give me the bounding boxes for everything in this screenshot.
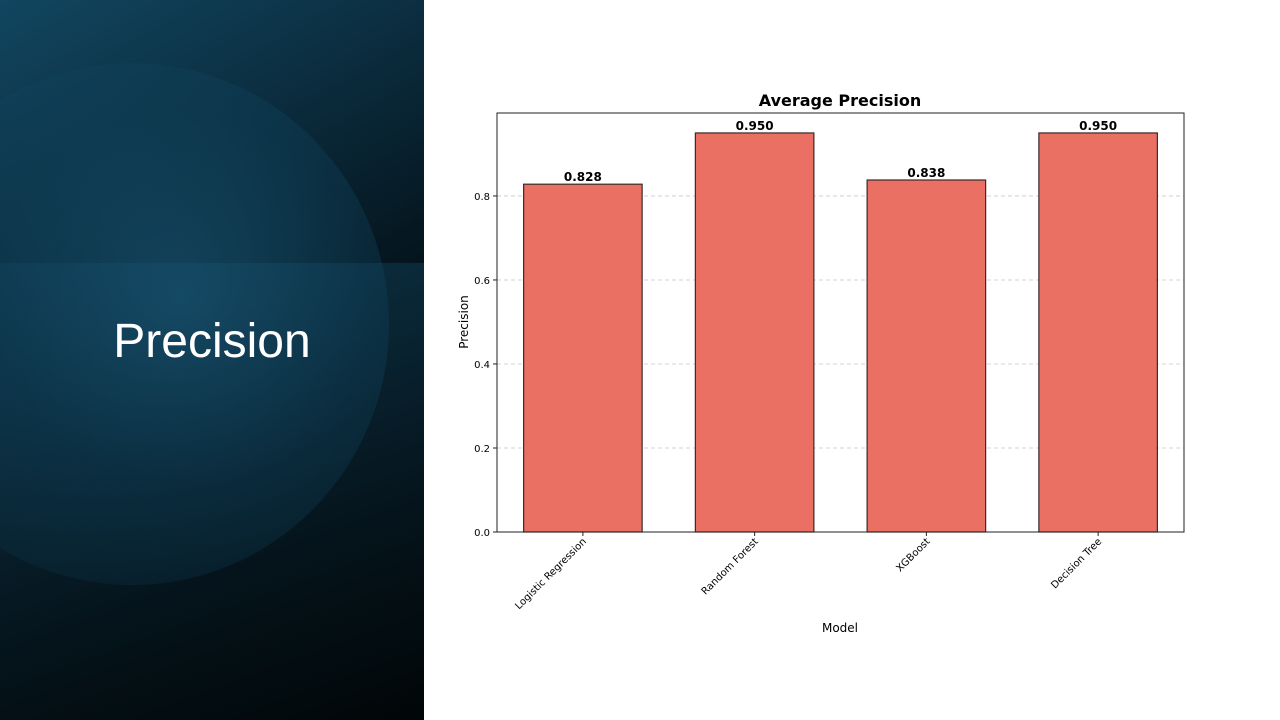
left-title-panel: Precision <box>0 0 424 720</box>
chart-title: Average Precision <box>759 91 921 110</box>
plot-frame <box>496 112 1185 533</box>
y-axis-label: Precision <box>457 295 471 349</box>
precision-bar-chart: 0.00.20.40.60.8 Logistic Regression Rando… <box>440 80 1220 660</box>
slide-title: Precision <box>113 315 311 368</box>
bar-value-label: 0.828 <box>564 170 602 184</box>
y-axis-ticks: 0.0 0.2 0.4 0.6 0.8 <box>474 192 497 539</box>
bar-value-label: 0.838 <box>907 166 945 180</box>
bars <box>523 132 1158 533</box>
bar-value-label: 0.950 <box>1079 119 1117 133</box>
bar-value-label: 0.950 <box>736 119 774 133</box>
value-labels: 0.828 0.950 0.838 0.950 <box>564 119 1117 184</box>
y-tick-label: 0.0 <box>474 528 490 539</box>
x-axis-label: Model <box>822 621 858 635</box>
y-tick-label: 0.8 <box>474 192 490 203</box>
bar <box>523 183 643 533</box>
y-tick-label: 0.2 <box>474 444 490 455</box>
y-tick-label: 0.4 <box>474 360 490 371</box>
bar <box>866 179 987 533</box>
bar <box>694 132 815 533</box>
bar <box>1038 132 1158 533</box>
y-tick-label: 0.6 <box>474 276 490 287</box>
